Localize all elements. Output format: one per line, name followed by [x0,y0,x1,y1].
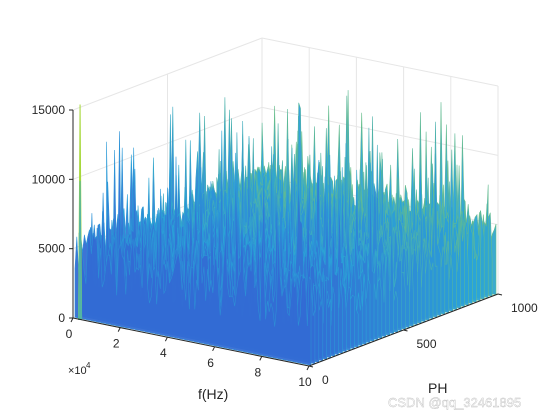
x-exponent-base: ×10 [68,365,87,377]
x-tick-label: 0 [66,327,73,341]
y-tick-label: 500 [417,337,437,351]
grid-line-z-back [261,106,499,156]
watermark: CSDN @qq_32461895 [388,395,521,410]
x-tick-label: 6 [207,356,214,370]
z-tick-label: 0 [58,311,65,325]
surface-mesh [74,90,497,366]
y-tick [403,329,408,332]
x-tick-label: 4 [160,346,167,360]
axes-labels: f(Hz) PH ×10 4 [68,361,447,402]
y-tick-label: 1000 [511,301,538,315]
x-tick [70,317,74,323]
x-axis-line [72,317,310,367]
y-axis-label: PH [428,380,447,396]
x-tick-label: 2 [113,337,120,351]
x-tick [259,356,263,361]
x-tick-label: 10 [298,375,312,389]
z-tick-label: 15000 [32,103,66,117]
x-tick [117,327,121,332]
x-tick [306,365,310,371]
z-tick-label: 10000 [32,172,66,186]
y-tick [497,293,503,296]
x-tick [164,336,168,342]
y-tick-label: 0 [322,373,329,387]
surface-strip [74,213,312,366]
x-tick [212,346,216,352]
x-tick-label: 8 [254,365,261,379]
grid-line-z-back [261,37,499,87]
x-exponent-power: 4 [86,361,91,370]
y-tick [308,365,314,368]
z-tick-label: 5000 [38,242,65,256]
x-axis-label: f(Hz) [198,386,228,402]
